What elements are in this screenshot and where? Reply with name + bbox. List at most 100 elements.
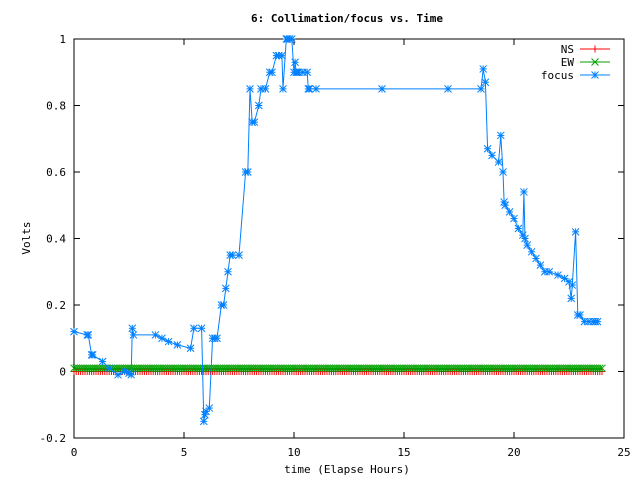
- legend-label: EW: [561, 56, 575, 69]
- plot-frame: [73, 38, 625, 439]
- data-point: [499, 168, 507, 176]
- data-point: [287, 35, 296, 43]
- data-point: [221, 284, 230, 293]
- data-point: [477, 85, 485, 93]
- x-tick-label: 20: [507, 446, 520, 459]
- data-point: [88, 351, 97, 359]
- data-point: [494, 158, 503, 166]
- x-tick-label: 10: [287, 446, 300, 459]
- data-point: [514, 224, 523, 233]
- data-point: [190, 324, 198, 333]
- data-point: [510, 214, 518, 223]
- data-point: [595, 364, 604, 373]
- data-point: [536, 261, 545, 269]
- x-tick-label: 5: [181, 446, 188, 459]
- data-point: [483, 144, 492, 153]
- data-point: [219, 301, 228, 309]
- data-point: [84, 331, 93, 339]
- data-point: [278, 51, 286, 60]
- data-point: [305, 85, 314, 93]
- x-axis-label: time (Elapse Hours): [284, 463, 410, 476]
- data-point: [479, 65, 488, 73]
- data-point: [312, 85, 320, 93]
- data-point: [268, 68, 276, 77]
- data-point: [224, 267, 232, 276]
- legend-marker: [591, 58, 599, 66]
- data-point: [246, 85, 254, 93]
- series-line: [73, 38, 598, 422]
- data-point: [520, 188, 528, 196]
- data-point: [151, 331, 160, 339]
- y-axis: -0.2 0 0.2 0.4 0.6 0.8 1: [40, 33, 624, 445]
- data-point: [250, 118, 259, 126]
- data-point: [560, 274, 569, 283]
- data-point: [114, 370, 122, 379]
- x-tick-label: 25: [617, 446, 630, 459]
- data-point: [598, 368, 606, 375]
- legend-marker: [591, 45, 599, 53]
- series-ew: [70, 364, 606, 373]
- data-point: [444, 85, 452, 93]
- data-point: [496, 131, 505, 140]
- series-layer: [70, 35, 606, 426]
- data-point: [129, 331, 138, 339]
- series-ns: [70, 368, 606, 375]
- chart-title: 6: Collimation/focus vs. Time: [251, 12, 443, 25]
- data-point: [128, 324, 137, 333]
- series-focus: [70, 35, 602, 426]
- data-point: [378, 85, 386, 93]
- data-point: [481, 78, 490, 87]
- y-tick-label: 0.2: [46, 299, 66, 312]
- y-tick-label: 0.6: [46, 166, 66, 179]
- data-point: [505, 208, 514, 216]
- data-point: [98, 357, 107, 366]
- data-point: [568, 281, 577, 289]
- y-tick-label: 1: [59, 33, 66, 46]
- data-point: [186, 344, 195, 353]
- data-point: [501, 201, 510, 210]
- x-axis: 0 5 10 15 20 25: [71, 39, 631, 459]
- data-point: [598, 364, 606, 373]
- data-point: [158, 334, 166, 343]
- y-tick-label: 0: [59, 366, 66, 379]
- data-point: [571, 227, 580, 236]
- data-point: [197, 324, 206, 333]
- data-point: [576, 311, 584, 319]
- data-point: [213, 334, 221, 343]
- y-axis-label: Volts: [20, 221, 33, 254]
- data-point: [554, 271, 562, 279]
- y-tick-label: 0.4: [46, 233, 66, 246]
- x-tick-label: 0: [71, 446, 78, 459]
- data-point: [488, 151, 496, 160]
- data-point: [199, 417, 208, 426]
- data-point: [532, 254, 540, 263]
- legend-label: NS: [561, 43, 574, 56]
- data-point: [254, 101, 263, 110]
- data-point: [164, 337, 173, 346]
- data-point: [235, 251, 243, 259]
- data-point: [279, 85, 287, 93]
- data-point: [303, 68, 312, 77]
- data-point: [173, 341, 182, 349]
- data-point: [127, 370, 136, 379]
- data-point: [228, 251, 237, 259]
- data-point: [527, 247, 536, 256]
- x-tick-label: 15: [397, 446, 410, 459]
- data-point: [545, 267, 554, 276]
- data-point: [291, 58, 299, 67]
- data-point: [521, 234, 529, 243]
- data-point: [70, 327, 78, 336]
- data-point: [243, 168, 252, 176]
- y-tick-label: -0.2: [40, 432, 67, 445]
- y-tick-label: 0.8: [46, 100, 66, 113]
- legend-label: focus: [541, 69, 574, 82]
- data-point: [105, 364, 114, 373]
- data-point: [567, 294, 576, 303]
- data-point: [205, 404, 214, 412]
- data-point: [593, 317, 602, 326]
- legend-marker: [591, 71, 599, 79]
- data-point: [523, 241, 532, 250]
- data-point: [261, 85, 270, 93]
